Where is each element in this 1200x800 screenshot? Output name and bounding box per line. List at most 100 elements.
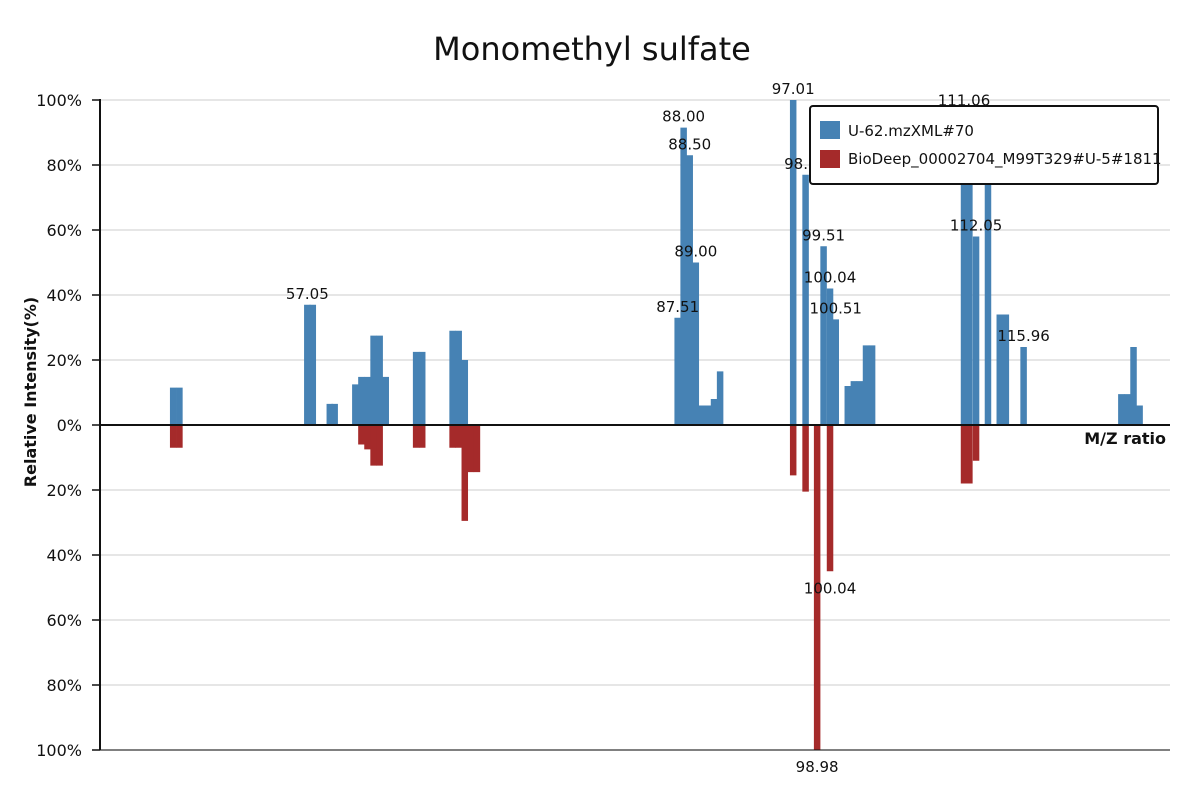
lower-peak-bar xyxy=(412,425,420,448)
upper-peak-bar xyxy=(710,399,718,425)
upper-peak-bar xyxy=(692,262,700,425)
legend-label-upper: U-62.mzXML#70 xyxy=(848,122,974,140)
upper-peak-bar xyxy=(1118,394,1125,425)
upper-peak-bar xyxy=(686,155,693,425)
upper-peak-bar xyxy=(331,403,338,425)
legend: U-62.mzXML#70 BioDeep_00002704_M99T329#U… xyxy=(809,105,1162,185)
peak-labels-layer: 57.0587.5188.0088.5089.0097.0198.0399.51… xyxy=(286,80,1050,776)
chart-title: Monomethyl sulfate xyxy=(433,30,751,68)
upper-peak-bar xyxy=(826,288,834,425)
lower-peak-bar xyxy=(364,425,371,450)
lower-peak-bar xyxy=(418,425,426,448)
y-tick-label: 40% xyxy=(46,546,82,565)
legend-swatch-lower xyxy=(820,150,840,168)
upper-peak-bar xyxy=(461,360,469,425)
peak-label: 89.00 xyxy=(674,243,717,261)
upper-peak-bar xyxy=(789,100,797,425)
peak-label: 100.04 xyxy=(804,269,857,287)
y-tick-label: 80% xyxy=(46,156,82,175)
y-tick-label: 40% xyxy=(46,286,82,305)
y-tick-label: 60% xyxy=(46,611,82,630)
upper-peak-bar xyxy=(716,371,724,425)
peak-label: 100.51 xyxy=(809,299,862,317)
lower-peak-bar xyxy=(376,425,383,466)
upper-peak-bar xyxy=(820,246,827,425)
upper-peak-bar xyxy=(326,403,334,425)
y-tick-label: 20% xyxy=(46,351,82,370)
upper-peak-bar xyxy=(972,236,980,425)
lower-peak-bar xyxy=(176,425,183,448)
upper-peak-bar xyxy=(850,381,858,425)
y-tick-label: 100% xyxy=(36,741,82,760)
upper-peak-bar xyxy=(862,345,870,425)
peak-label: 115.96 xyxy=(997,327,1050,345)
lower-peak-bar xyxy=(169,425,177,448)
bars-layer xyxy=(169,100,1143,750)
lower-peak-bar xyxy=(972,425,980,461)
lower-peak-bar xyxy=(826,425,834,572)
upper-peak-bar xyxy=(1136,405,1143,425)
lower-peak-bar xyxy=(473,425,481,473)
upper-peak-bar xyxy=(966,111,973,425)
peak-label: 112.05 xyxy=(950,217,1003,235)
upper-peak-bar xyxy=(1130,347,1137,425)
peak-label: 100.04 xyxy=(804,579,857,597)
upper-peak-bar xyxy=(176,387,183,425)
peak-label: 111.06 xyxy=(938,91,991,109)
upper-peak-bar xyxy=(832,319,839,425)
upper-peak-bar xyxy=(309,304,317,425)
upper-peak-bar xyxy=(449,330,456,425)
upper-peak-bar xyxy=(352,384,359,425)
x-axis-title: M/Z ratio xyxy=(1084,429,1166,448)
lower-peak-bar xyxy=(966,425,973,484)
lower-peak-bar xyxy=(467,425,475,473)
lower-peak-bar xyxy=(370,425,377,466)
upper-peak-bar xyxy=(382,376,389,425)
upper-peak-bar xyxy=(418,351,426,425)
lower-peak-bar xyxy=(461,425,469,521)
legend-label-lower: BioDeep_00002704_M99T329#U-5#1811 xyxy=(848,150,1162,169)
peak-label: 88.50 xyxy=(668,135,711,153)
lower-peak-bar xyxy=(789,425,797,476)
y-tick-label: 0% xyxy=(57,416,82,435)
peak-label: 88.00 xyxy=(662,108,705,126)
upper-peak-bar xyxy=(169,387,177,425)
lower-peak-bar xyxy=(802,425,809,492)
y-tick-label: 100% xyxy=(36,91,82,110)
upper-peak-bar xyxy=(1002,314,1010,425)
upper-peak-bar xyxy=(704,405,712,425)
y-tick-label: 60% xyxy=(46,221,82,240)
upper-peak-bar xyxy=(844,386,852,425)
upper-peak-bar xyxy=(1124,394,1131,425)
upper-peak-bar xyxy=(674,317,681,425)
lower-peak-bar xyxy=(813,425,821,750)
upper-peak-bar xyxy=(698,405,706,425)
upper-peak-bar xyxy=(455,330,462,425)
peak-label: 57.05 xyxy=(286,285,329,303)
peak-label: 99.51 xyxy=(802,226,845,244)
lower-peak-bar xyxy=(449,425,456,448)
lower-peak-bar xyxy=(455,425,462,448)
upper-peak-bar xyxy=(364,376,371,425)
upper-peak-bar xyxy=(304,304,311,425)
legend-box xyxy=(809,105,1159,185)
y-axis-title: Relative Intensity(%) xyxy=(21,297,40,487)
peak-label: 98.98 xyxy=(796,758,839,776)
lower-peak-bar xyxy=(358,425,365,445)
upper-peak-bar xyxy=(370,335,377,425)
upper-peak-bar xyxy=(996,314,1004,425)
peak-label: 97.01 xyxy=(772,80,815,98)
upper-peak-bar xyxy=(376,335,383,425)
lower-peak-bar xyxy=(960,425,968,484)
upper-peak-bar xyxy=(412,351,420,425)
upper-peak-bar xyxy=(868,345,876,425)
y-tick-label: 20% xyxy=(46,481,82,500)
y-tick-label: 80% xyxy=(46,676,82,695)
upper-peak-bar xyxy=(680,127,687,425)
upper-peak-bar xyxy=(856,381,864,425)
upper-peak-bar xyxy=(960,111,968,425)
upper-peak-bar xyxy=(358,376,365,425)
legend-swatch-upper xyxy=(820,121,840,139)
